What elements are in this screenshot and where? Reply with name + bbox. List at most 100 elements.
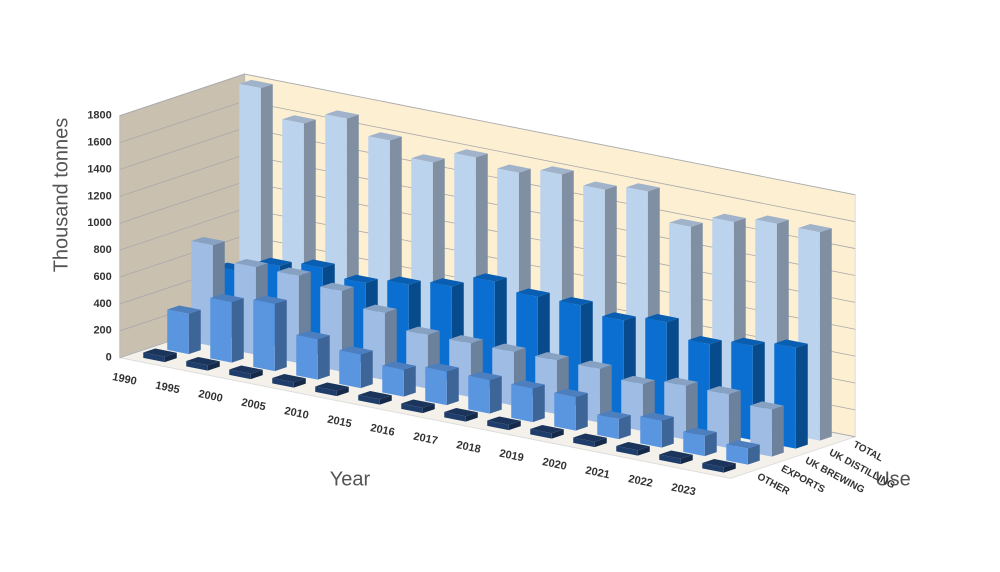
bar [167,305,201,355]
bar-top [234,258,268,268]
x-tick-label: 2021 [584,465,610,482]
bar-top [296,331,330,340]
bar [358,390,392,405]
x-tick-label: 2000 [197,388,223,405]
bar-front [468,375,490,414]
bar-top [425,363,459,372]
y-tick-label: 1000 [87,217,111,229]
bar-top [559,297,593,306]
bar-front [167,309,189,355]
bar-top [755,215,789,224]
bar-side [293,378,306,388]
bar-side [231,298,244,363]
bar-top [702,458,736,468]
bar-top [583,181,617,190]
y-tick-label: 1400 [87,163,111,175]
x-tick-label: 1995 [154,380,180,397]
bar [210,293,244,363]
bar-top [626,183,660,192]
bar-front [444,411,466,422]
bar-front [339,350,361,389]
y-tick-label: 800 [93,244,111,256]
bar [616,441,650,456]
bar-front [358,394,380,405]
bar-top [726,440,760,449]
bar-side [164,352,177,363]
bar [315,382,349,397]
grid-line [119,73,856,196]
bar-top [683,427,717,436]
bar-top [750,401,784,410]
bar-top [449,335,483,344]
bar-side [422,403,435,414]
bar [554,388,588,431]
bar-side [723,463,736,473]
y-tick-label: 400 [93,298,111,310]
bar [468,371,502,414]
bar-front [143,352,165,363]
bar-top [167,305,201,314]
bar [444,407,478,422]
bar-top [798,223,832,233]
bar-top [143,348,177,357]
x-tick-label: 2019 [498,448,524,465]
bar-top [487,416,521,425]
bar-front [487,420,509,431]
bar-top [344,274,378,283]
x-tick-label: 2005 [240,397,266,414]
bar-side [317,335,330,380]
bar-front [296,335,318,380]
bar-top [191,237,225,246]
x-tick-label: 2017 [412,431,438,448]
bar [382,361,416,397]
bar-top [253,295,287,304]
bar-top [468,371,502,381]
bar-top [659,450,693,459]
bar-top [229,365,263,374]
bar-side [446,367,459,406]
bar-front [616,445,638,456]
bar-side [403,365,416,397]
bar [487,416,521,431]
bar-side [207,361,220,371]
bar-top [272,373,306,383]
x-tick-label: 2015 [326,414,352,431]
bar-front [272,377,294,388]
bar-top [315,382,349,391]
bar-top [301,259,335,268]
bar-side [661,416,674,448]
bar-top [664,377,698,386]
bar-side [188,309,201,355]
y-tick-label: 0 [106,352,112,364]
bar [664,377,698,440]
bar-front [573,437,595,448]
bar [229,365,263,380]
bar-front [683,431,705,457]
bar-front [511,384,533,423]
y-tick-label: 200 [93,325,111,337]
bar-front [210,297,232,363]
bar-side [532,384,545,423]
bar-top [616,441,650,451]
bar-top [258,257,292,266]
bar-side [637,446,650,456]
bar-side [819,228,832,441]
z-axis-title: Use [875,468,911,490]
x-tick-label: 2022 [627,473,653,490]
bar [726,440,760,465]
x-tick-label: 2016 [369,422,395,439]
bar [272,373,306,388]
bar [253,295,287,372]
bar [659,450,693,465]
bar-front [659,454,681,465]
bar-side [728,390,741,449]
bar-top [497,164,531,173]
bar [573,433,607,448]
bar [530,424,564,439]
bar-side [680,454,693,465]
bar-top [339,346,373,355]
bar [143,348,177,363]
bar [339,346,373,389]
y-tick-label: 1200 [87,190,111,202]
